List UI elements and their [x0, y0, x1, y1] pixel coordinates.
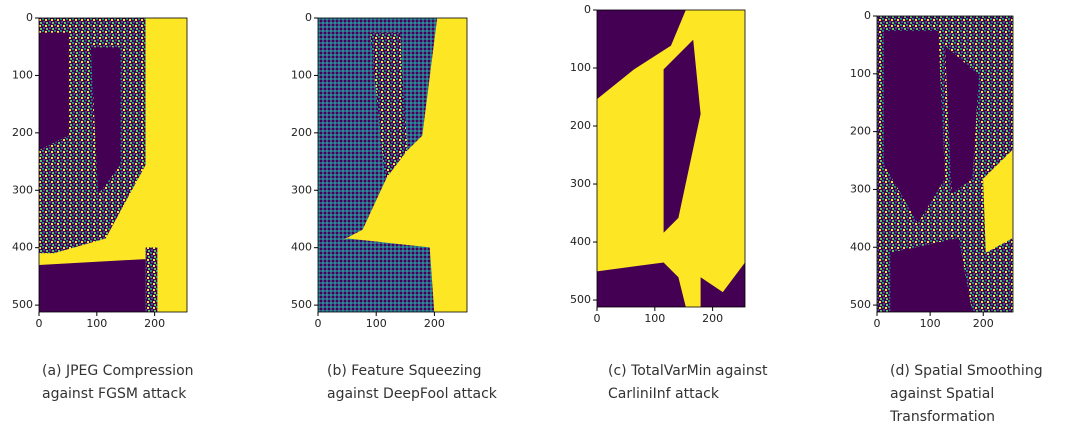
y-tick-label: 0	[305, 11, 312, 24]
x-tick-label: 0	[36, 317, 43, 330]
panel: 0 100 200 0 100 200 300 400 500 (b) Feature Squee…	[291, 11, 498, 402]
axes-frame	[317, 17, 468, 313]
caption-line: against DeepFool attack	[327, 386, 498, 402]
image-region	[890, 238, 973, 312]
caption-line: (a) JPEG Compression	[42, 363, 194, 379]
y-tick-label: 500	[850, 298, 871, 311]
image-region	[663, 39, 701, 233]
image-region	[883, 30, 945, 224]
image-region	[597, 10, 686, 100]
image-region	[700, 262, 745, 307]
axes-frame	[596, 9, 746, 308]
x-tick-label: 100	[644, 312, 665, 325]
y-tick-label: 100	[12, 68, 33, 81]
panel: 0 100 200 0 100 200 300 400 500 (d) Spatial Smoot…	[850, 9, 1043, 425]
caption-line: Transformation	[889, 409, 995, 425]
axes-frame	[876, 15, 1014, 313]
y-tick-label: 0	[864, 9, 871, 22]
caption-line: (d) Spatial Smoothing	[890, 363, 1043, 379]
y-tick-label: 100	[570, 61, 591, 74]
image-region	[318, 238, 435, 312]
caption-line: against FGSM attack	[42, 386, 187, 402]
x-tick-label: 200	[144, 317, 165, 330]
image-region	[370, 32, 408, 180]
y-tick-label: 300	[570, 177, 591, 190]
x-tick-label: 0	[874, 317, 881, 330]
x-tick-label: 100	[920, 317, 941, 330]
caption-line: against Spatial	[890, 386, 994, 402]
x-tick-label: 200	[973, 317, 994, 330]
x-tick-label: 200	[424, 317, 445, 330]
caption-line: (b) Feature Squeezing	[327, 363, 482, 379]
image-region	[145, 247, 158, 312]
panel: 0 100 200 0 100 200 300 400 500 (c) TotalVarMin a…	[570, 3, 768, 402]
image-region	[39, 259, 146, 312]
y-tick-label: 400	[12, 241, 33, 254]
y-tick-label: 400	[850, 240, 871, 253]
y-tick-label: 500	[570, 293, 591, 306]
y-tick-label: 100	[291, 68, 312, 81]
image-region	[597, 262, 686, 307]
y-tick-label: 0	[26, 11, 33, 24]
axes-frame	[38, 17, 188, 313]
caption-line: (c) TotalVarMin against	[608, 363, 768, 379]
y-tick-label: 400	[291, 241, 312, 254]
x-tick-label: 100	[366, 317, 387, 330]
panel: 0 100 200 0 100 200 300 400 500 (a) JPEG Compress…	[12, 11, 194, 402]
y-tick-label: 200	[850, 125, 871, 138]
x-tick-label: 0	[315, 317, 322, 330]
y-tick-label: 500	[291, 298, 312, 311]
y-tick-label: 0	[584, 3, 591, 16]
x-tick-label: 100	[86, 317, 107, 330]
y-tick-label: 300	[12, 183, 33, 196]
y-tick-label: 200	[291, 126, 312, 139]
x-tick-label: 0	[594, 312, 601, 325]
caption-line: CarliniInf attack	[608, 386, 720, 402]
image-region	[39, 32, 69, 151]
y-tick-label: 200	[570, 119, 591, 132]
x-tick-label: 200	[702, 312, 723, 325]
y-tick-label: 400	[570, 235, 591, 248]
image-region	[983, 149, 1013, 253]
y-tick-label: 300	[291, 183, 312, 196]
image-region	[945, 45, 979, 194]
y-tick-label: 200	[12, 126, 33, 139]
image-region	[90, 47, 121, 195]
y-tick-label: 300	[850, 182, 871, 195]
y-tick-label: 500	[12, 298, 33, 311]
y-tick-label: 100	[850, 67, 871, 80]
image-region	[318, 18, 438, 254]
